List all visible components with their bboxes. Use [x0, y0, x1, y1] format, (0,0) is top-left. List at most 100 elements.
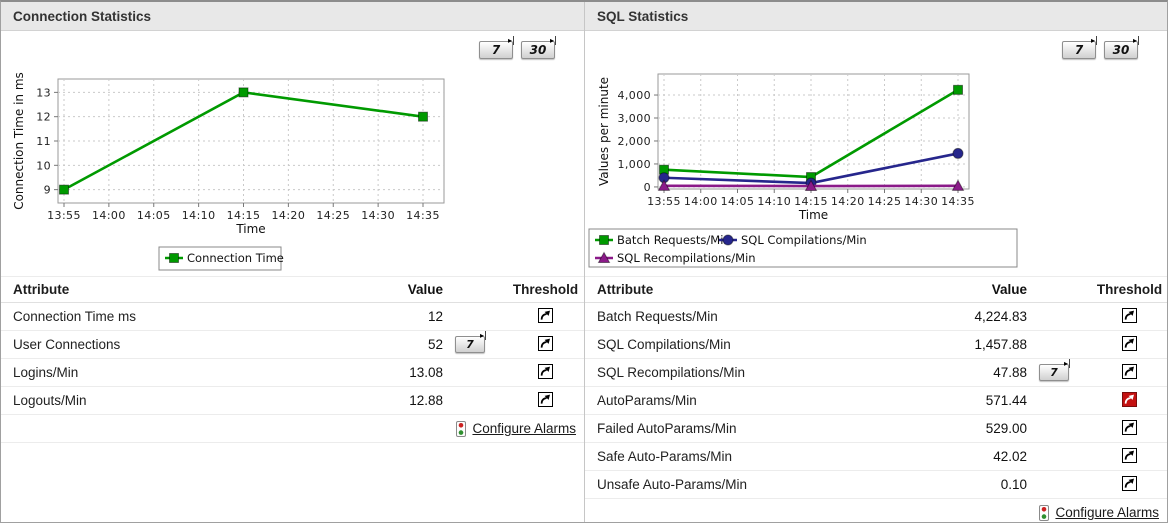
svg-text:13:55: 13:55 [647, 195, 681, 208]
attribute-label: SQL Recompilations/Min [597, 365, 746, 380]
threshold-drilldown-icon [538, 363, 553, 379]
attribute-label: Safe Auto-Params/Min [597, 449, 733, 464]
history-30-days-button[interactable]: 30 ▸ [521, 36, 556, 59]
x-axis-label: Time [798, 208, 828, 222]
svg-text:13:55: 13:55 [47, 209, 81, 222]
history-7-days-button[interactable]: 7 ▸ [1062, 36, 1097, 59]
traffic-light-icon [456, 420, 467, 437]
threshold-button[interactable] [1122, 475, 1137, 491]
threshold-cell [1091, 335, 1167, 354]
svg-text:14:15: 14:15 [227, 209, 261, 222]
y-axis-label: Values per minute [597, 77, 611, 186]
sql-statistics-line-chart: 13:55 14:00 14:05 14:10 14:15 14:20 14:25 14:30… [588, 73, 1018, 268]
value-cell: 42.02 [993, 449, 1027, 464]
sql-statistics-panel: SQL Statistics 7 ▸ 30 ▸ 13:55 14:00 14:05 1… [584, 2, 1167, 522]
threshold-button[interactable] [1122, 335, 1137, 351]
table-row: Logouts/Min 12.88 [1, 387, 584, 415]
attribute-column-header: Attribute [597, 282, 654, 297]
table-row: SQL Compilations/Min 1,457.88 [585, 331, 1167, 359]
table-row: User Connections 52 7 ▸ [1, 331, 584, 359]
threshold-drilldown-icon [538, 391, 553, 407]
attribute-label: Logins/Min [13, 365, 79, 380]
attribute-label: Connection Time ms [13, 309, 137, 324]
attribute-label: AutoParams/Min [597, 393, 697, 408]
history-arrow-icon: ▸ [507, 36, 514, 45]
value-cell: 4,224.83 [974, 309, 1027, 324]
history-30-days-label: 30 [529, 43, 547, 57]
history-7-days-button[interactable]: 7 ▸ [479, 36, 514, 59]
svg-text:0: 0 [644, 181, 651, 194]
svg-text:14:10: 14:10 [182, 209, 216, 222]
svg-text:12: 12 [36, 111, 51, 124]
table-row: Safe Auto-Params/Min 42.02 [585, 443, 1167, 471]
history-days-button[interactable]: 7 ▸ [455, 331, 486, 353]
history-arrow-icon: ▸ [1132, 36, 1139, 45]
history-arrow-icon: ▸ [479, 331, 486, 340]
y-axis-label: Connection Time in ms [12, 72, 26, 210]
history-button-cell: 7 ▸ [443, 331, 507, 353]
plot-area [657, 73, 970, 190]
value-cell: 571.44 [985, 393, 1027, 408]
threshold-button[interactable] [1122, 447, 1137, 463]
traffic-light-glyph [1039, 504, 1050, 521]
svg-text:14:05: 14:05 [721, 195, 755, 208]
svg-text:14:35: 14:35 [941, 195, 975, 208]
value-cell: 529.00 [985, 421, 1027, 436]
x-axis-label: Time [235, 222, 265, 236]
threshold-button[interactable] [538, 391, 553, 407]
threshold-drilldown-icon [538, 307, 553, 323]
threshold-drilldown-icon [1122, 475, 1137, 491]
history-30-days-button[interactable]: 30 ▸ [1104, 36, 1139, 59]
threshold-button[interactable] [1122, 307, 1137, 323]
threshold-cell [1091, 447, 1167, 466]
value-column-header: Value [407, 282, 443, 297]
threshold-column-header: Threshold [1096, 282, 1163, 297]
svg-text:14:05: 14:05 [137, 209, 171, 222]
svg-text:14:30: 14:30 [904, 195, 938, 208]
threshold-cell [507, 307, 584, 326]
axes: 13:55 14:00 14:05 14:10 14:15 14:20 14:25 14:30… [618, 89, 975, 208]
table-row: Connection Time ms 12 [1, 303, 584, 331]
chart-legend: Batch Requests/Min SQL Compilations/Min SQ… [588, 228, 1018, 268]
threshold-button[interactable] [538, 307, 553, 323]
connection-time-line-chart: 13:55 14:00 14:05 14:10 14:15 14:20 14:25 14:30… [12, 72, 445, 271]
connection-chart-area: 7 ▸ 30 ▸ 13:55 14:00 14:05 14:10 14:15 14:20 1… [1, 31, 584, 276]
axes: 13:55 14:00 14:05 14:10 14:15 14:20 14:25 14:30… [36, 86, 439, 222]
value-cell: 13.08 [409, 365, 443, 380]
threshold-cell [1091, 391, 1167, 410]
history-days-button[interactable]: 7 ▸ [1039, 359, 1070, 381]
threshold-drilldown-icon [1122, 419, 1137, 435]
threshold-drilldown-icon [1122, 335, 1137, 351]
threshold-button[interactable] [538, 363, 553, 379]
svg-text:3,000: 3,000 [618, 112, 652, 125]
history-30-days-label: 30 [1112, 43, 1130, 57]
value-cell: 52 [427, 337, 443, 352]
configure-alarms-link[interactable]: Configure Alarms [472, 421, 576, 436]
threshold-cell [1091, 307, 1167, 326]
threshold-drilldown-icon [1122, 307, 1137, 323]
configure-alarms-link[interactable]: Configure Alarms [1055, 505, 1159, 520]
threshold-alarm-button[interactable] [1122, 391, 1137, 407]
history-arrow-icon: ▸ [1090, 36, 1097, 45]
threshold-drilldown-icon [538, 335, 553, 351]
history-7-days-label: 7 [491, 43, 501, 57]
table-header-row: Attribute Value Threshold [1, 277, 584, 303]
svg-text:Connection Time: Connection Time [187, 251, 284, 265]
attribute-label: Batch Requests/Min [597, 309, 718, 324]
threshold-cell [1091, 363, 1167, 382]
history-arrow-icon: ▸ [549, 36, 556, 45]
series-connection-time [59, 87, 428, 195]
threshold-cell [507, 335, 584, 354]
svg-text:4,000: 4,000 [618, 89, 652, 102]
traffic-light-glyph [456, 420, 467, 437]
svg-text:14:30: 14:30 [361, 209, 395, 222]
value-cell: 47.88 [993, 365, 1027, 380]
threshold-button[interactable] [1122, 419, 1137, 435]
value-cell: 1,457.88 [974, 337, 1027, 352]
threshold-button[interactable] [1122, 363, 1137, 379]
threshold-button[interactable] [538, 335, 553, 351]
table-row: Unsafe Auto-Params/Min 0.10 [585, 471, 1167, 499]
svg-text:14:25: 14:25 [868, 195, 902, 208]
gridlines [58, 79, 444, 203]
threshold-cell [507, 363, 584, 382]
